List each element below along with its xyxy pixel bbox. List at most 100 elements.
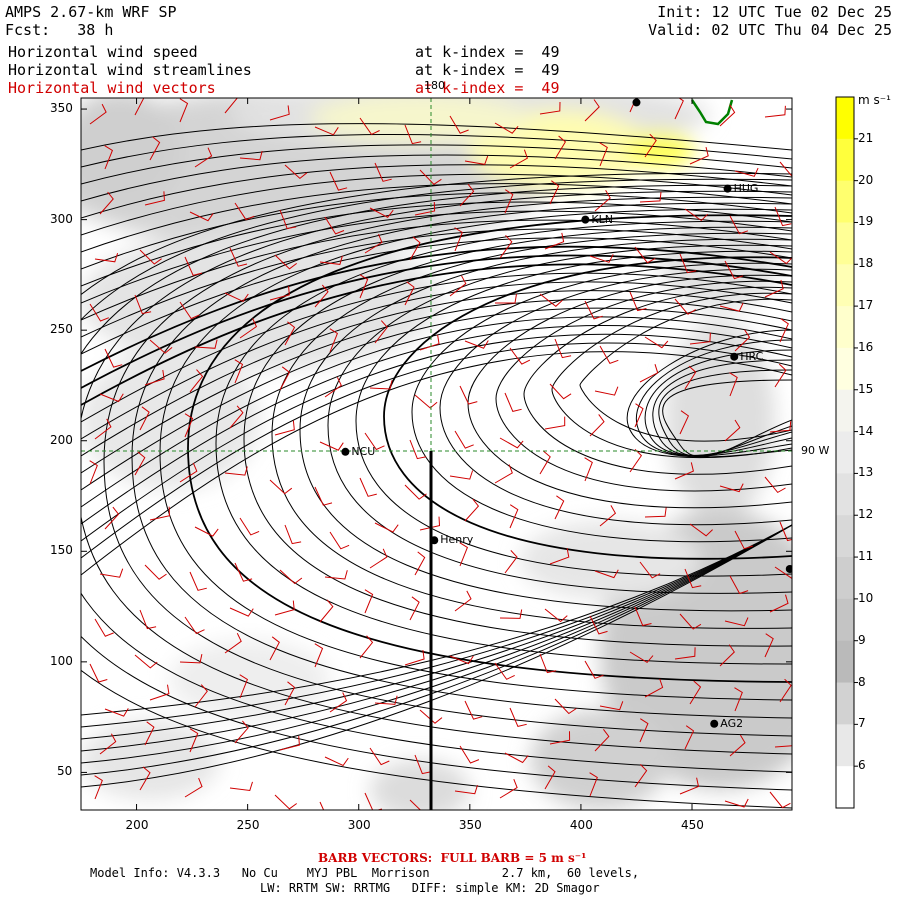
y-tick-label: 150: [50, 543, 73, 558]
wind-barb: [404, 281, 415, 306]
wind-barb: [504, 189, 514, 214]
wind-barb: [189, 369, 204, 393]
wind-barb: [639, 191, 662, 203]
wind-barb: [194, 339, 218, 349]
wind-barb: [419, 516, 441, 531]
streamline-loop: [355, 250, 792, 577]
field-name-vectors: Horizontal wind vectors: [8, 79, 216, 97]
wind-barb: [369, 207, 394, 218]
wind-barb: [184, 616, 205, 635]
wind-barb: [769, 251, 792, 265]
wind-barb: [134, 654, 158, 669]
colorbar-swatch: [836, 222, 854, 265]
wind-barb: [459, 183, 475, 207]
wind-barb: [774, 363, 787, 388]
wind-barb: [689, 146, 709, 165]
wind-barb: [769, 594, 789, 613]
wind-barb: [414, 394, 438, 409]
wind-barb: [594, 729, 610, 752]
streamline: [81, 333, 792, 542]
wind-barb: [679, 253, 697, 274]
wind-barb: [149, 506, 171, 521]
wind-barb: [319, 801, 325, 810]
wind-barb: [724, 260, 744, 280]
wind-barb: [554, 495, 565, 520]
physics-info: LW: RRTM SW: RRTMG DIFF: simple KM: 2D S…: [260, 881, 600, 895]
wind-barb: [684, 208, 709, 222]
wind-barb: [134, 294, 152, 315]
streamline-loop: [187, 214, 792, 683]
wind-barb: [279, 209, 297, 230]
wind-barb: [224, 98, 238, 114]
forecast-hour: Fcst: 38 h: [5, 21, 114, 39]
streamline: [81, 290, 792, 457]
colorbar-swatch: [836, 598, 854, 642]
streamline-loop: [299, 238, 792, 612]
wind-barb: [239, 517, 260, 536]
wind-barb: [629, 98, 637, 113]
streamline-loop: [159, 208, 792, 701]
wind-barb: [404, 484, 427, 500]
wind-barb: [274, 794, 297, 810]
wind-barb: [454, 430, 474, 449]
wind-barb: [284, 524, 302, 545]
wind-barb: [679, 777, 700, 795]
colorbar-swatch: [836, 97, 854, 140]
wind-barb: [499, 779, 518, 799]
y-tick-label: 250: [50, 322, 73, 337]
station-marker: [632, 98, 641, 107]
wind-barb: [404, 650, 425, 666]
wind-barb: [149, 339, 173, 354]
colorbar-label: 8: [858, 674, 866, 689]
wind-barb: [554, 338, 572, 359]
wind-barb: [674, 298, 696, 315]
wind-barb: [554, 698, 577, 715]
wind-barb: [629, 651, 654, 664]
streamline: [81, 228, 792, 338]
streamline-loop: [131, 202, 792, 719]
wind-barb: [409, 439, 427, 460]
wind-barb: [589, 772, 598, 797]
colorbar-label: 17: [858, 298, 874, 313]
wind-barb: [324, 756, 349, 767]
colorbar-swatch: [836, 640, 854, 684]
wind-barb: [229, 405, 244, 429]
wind-barb: [734, 167, 759, 177]
wind-barb: [284, 681, 296, 706]
wind-barb: [584, 660, 604, 679]
wind-barb: [764, 476, 786, 494]
colorbar-label: 10: [858, 590, 874, 605]
meridian-label: 180: [424, 79, 445, 92]
wind-barb: [314, 486, 333, 506]
x-tick-label: 450: [681, 818, 704, 832]
wind-barb: [454, 227, 463, 252]
wind-barbs: [89, 98, 792, 810]
wind-barb: [314, 643, 324, 668]
wind-barb: [544, 765, 556, 790]
field-level-wind-speed: at k-index = 49: [415, 43, 560, 61]
streamline-loop: [81, 184, 792, 773]
streamline: [81, 201, 792, 287]
streamline: [81, 281, 792, 440]
plot-frame: [80, 97, 793, 811]
wind-barb: [539, 450, 551, 475]
wind-barb: [94, 618, 114, 637]
wind-barb: [139, 609, 157, 630]
wind-barb: [724, 617, 749, 627]
station-marker: [785, 564, 792, 573]
wind-barb: [274, 600, 295, 616]
wind-barb: [464, 155, 489, 165]
streamline: [81, 123, 792, 151]
wind-barb: [764, 633, 774, 658]
wind-barb: [644, 336, 669, 349]
wind-barb: [284, 164, 308, 180]
wind-barb: [594, 386, 619, 396]
wind-barb: [319, 441, 344, 451]
wind-barb: [594, 569, 619, 579]
wind-barb: [419, 169, 442, 185]
wind-barb: [234, 720, 249, 744]
streamline-loop: [81, 172, 792, 809]
wind-barb: [359, 274, 369, 299]
wind-barb: [324, 570, 348, 580]
x-tick-label: 350: [458, 818, 482, 832]
